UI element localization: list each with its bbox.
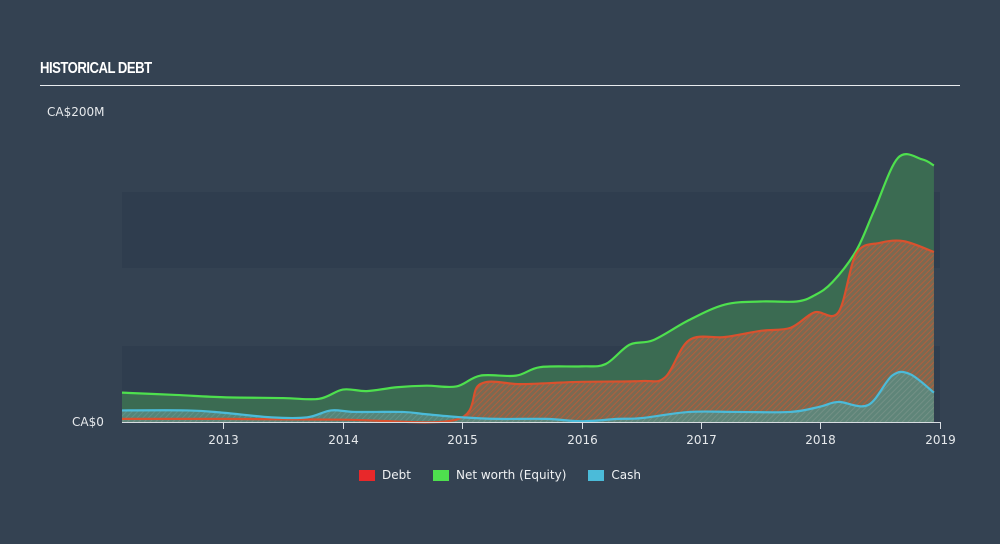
- x-tick-label: 2019: [925, 433, 956, 447]
- x-tick-label: 2016: [567, 433, 598, 447]
- cash-line: [121, 370, 935, 423]
- y-axis-max-label: CA$200M: [47, 105, 105, 119]
- x-tick-label: 2014: [328, 433, 359, 447]
- legend-item-cash[interactable]: Cash: [588, 468, 641, 482]
- legend-label: Cash: [611, 468, 641, 482]
- x-tick-label: 2017: [686, 433, 717, 447]
- cash-area: [122, 371, 934, 422]
- x-tick-label: 2018: [805, 433, 836, 447]
- x-tick-label: 2015: [447, 433, 478, 447]
- chart-title: HISTORICAL DEBT: [40, 60, 152, 77]
- x-axis: 2013 2014 2015 2016 2017 2018 2019: [122, 422, 956, 447]
- y-axis-zero-label: CA$0: [72, 415, 104, 429]
- legend-item-debt[interactable]: Debt: [359, 468, 411, 482]
- chart-legend: Debt Net worth (Equity) Cash: [0, 468, 1000, 482]
- legend-label: Debt: [382, 468, 411, 482]
- legend-label: Net worth (Equity): [455, 468, 567, 482]
- debt-line: [121, 239, 935, 424]
- legend-item-equity[interactable]: Net worth (Equity): [432, 468, 567, 482]
- x-tick-label: 2013: [208, 433, 239, 447]
- cash-swatch-icon: [588, 469, 605, 481]
- equity-swatch-icon: [432, 469, 449, 481]
- equity-line: [121, 153, 935, 401]
- debt-swatch-icon: [359, 469, 376, 481]
- title-divider: [40, 85, 960, 86]
- debt-area: [122, 240, 934, 423]
